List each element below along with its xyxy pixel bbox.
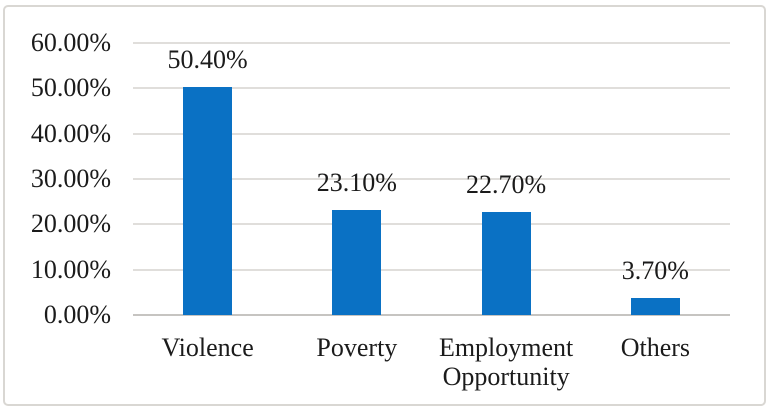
gridline [133, 132, 730, 135]
gridline [133, 223, 730, 226]
category-label: Violence [161, 333, 254, 362]
y-tick-label: 40.00% [30, 118, 111, 148]
bar-value-label: 50.40% [167, 44, 248, 74]
bar-value-label: 3.70% [621, 256, 689, 286]
y-tick-label: 20.00% [30, 209, 111, 239]
bar [630, 298, 680, 315]
category-label: Poverty [316, 333, 398, 362]
category-label: Others [620, 333, 691, 362]
bar [183, 86, 233, 315]
bar-value-label: 23.10% [316, 168, 397, 198]
y-tick-label: 60.00% [30, 28, 111, 57]
gridline [133, 42, 730, 44]
y-tick-label: 0.00% [43, 300, 111, 329]
y-tick-label: 30.00% [30, 164, 111, 193]
bar [481, 212, 531, 315]
x-axis-line [133, 314, 730, 316]
y-tick-label: 50.00% [30, 73, 111, 103]
gridline [133, 178, 730, 180]
category-label: Employment Opportunity [438, 333, 574, 391]
y-tick-label: 10.00% [30, 254, 111, 284]
bar [332, 210, 382, 315]
gridline [133, 87, 730, 90]
figure-border [3, 5, 766, 406]
gridline [133, 268, 730, 271]
bar-value-label: 22.70% [466, 170, 547, 200]
